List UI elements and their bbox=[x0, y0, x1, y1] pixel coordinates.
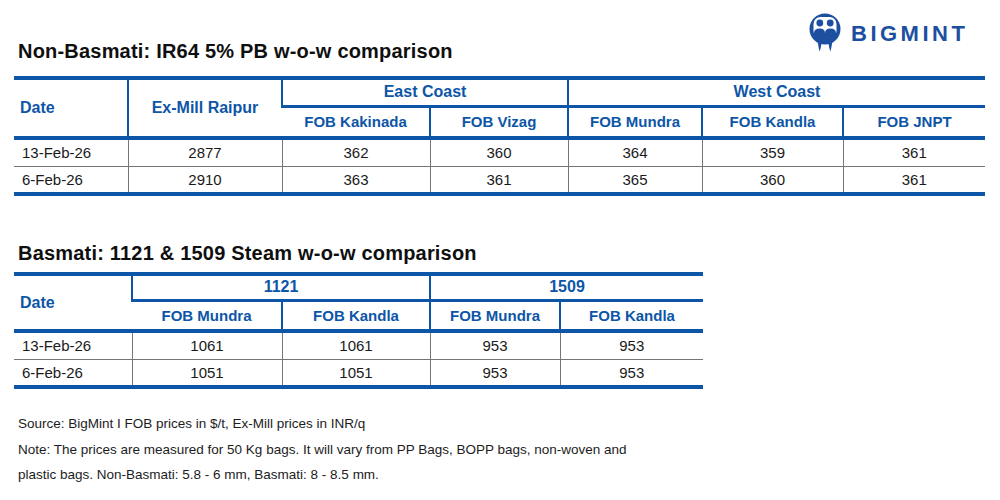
value-cell: 363 bbox=[282, 166, 430, 194]
table-row: 13-Feb-26 1061 1061 953 953 bbox=[14, 331, 703, 359]
date-cell: 6-Feb-26 bbox=[14, 359, 132, 387]
value-cell: 359 bbox=[702, 138, 843, 166]
value-cell: 1051 bbox=[282, 359, 430, 387]
bigmint-logo-icon bbox=[806, 10, 844, 58]
date-cell: 13-Feb-26 bbox=[14, 138, 128, 166]
value-cell: 953 bbox=[430, 359, 560, 387]
table2-group-1509: 1509 bbox=[430, 274, 703, 300]
value-cell: 2877 bbox=[128, 138, 282, 166]
value-cell: 361 bbox=[843, 138, 985, 166]
table1-header-fob-jnpt: FOB JNPT bbox=[843, 106, 985, 138]
table1-header-date: Date bbox=[14, 78, 128, 138]
value-cell: 361 bbox=[843, 166, 985, 194]
table2-title: Basmati: 1121 & 1509 Steam w-o-w compari… bbox=[18, 242, 477, 265]
table2-header-1509-fob-mundra: FOB Mundra bbox=[430, 300, 560, 331]
value-cell: 360 bbox=[702, 166, 843, 194]
value-cell: 361 bbox=[430, 166, 568, 194]
table2-header-1509-fob-kandla: FOB Kandla bbox=[560, 300, 703, 331]
date-cell: 13-Feb-26 bbox=[14, 331, 132, 359]
table1-group-east-coast: East Coast bbox=[282, 78, 568, 106]
source-line: Source: BigMint I FOB prices in $/t, Ex-… bbox=[18, 411, 627, 437]
table1-header-exmill: Ex-Mill Raipur bbox=[128, 78, 282, 138]
footer-notes: Source: BigMint I FOB prices in $/t, Ex-… bbox=[18, 411, 627, 488]
basmati-table: Date 1121 1509 FOB Mundra FOB Kandla FOB… bbox=[14, 272, 703, 389]
table2-group-header-row: Date 1121 1509 bbox=[14, 274, 703, 300]
table1-header-fob-vizag: FOB Vizag bbox=[430, 106, 568, 138]
note-line-1: Note: The prices are measured for 50 Kg … bbox=[18, 437, 627, 463]
table2-header-1121-fob-kandla: FOB Kandla bbox=[282, 300, 430, 331]
table1-header-fob-mundra: FOB Mundra bbox=[568, 106, 702, 138]
value-cell: 953 bbox=[430, 331, 560, 359]
value-cell: 953 bbox=[560, 331, 703, 359]
table2-header-date: Date bbox=[14, 274, 132, 331]
value-cell: 364 bbox=[568, 138, 702, 166]
date-cell: 6-Feb-26 bbox=[14, 166, 128, 194]
bigmint-logo: BIGMINT bbox=[806, 10, 968, 58]
note-line-2: plastic bags. Non-Basmati: 5.8 - 6 mm, B… bbox=[18, 462, 627, 488]
value-cell: 2910 bbox=[128, 166, 282, 194]
table-row: 6-Feb-26 2910 363 361 365 360 361 bbox=[14, 166, 985, 194]
table1-title: Non-Basmati: IR64 5% PB w-o-w comparison bbox=[18, 40, 453, 63]
value-cell: 365 bbox=[568, 166, 702, 194]
table1-header-fob-kandla: FOB Kandla bbox=[702, 106, 843, 138]
table2-header-1121-fob-mundra: FOB Mundra bbox=[132, 300, 282, 331]
value-cell: 362 bbox=[282, 138, 430, 166]
brand-name: BIGMINT bbox=[851, 12, 968, 56]
value-cell: 1051 bbox=[132, 359, 282, 387]
table1-group-header-row: Date Ex-Mill Raipur East Coast West Coas… bbox=[14, 78, 985, 106]
value-cell: 1061 bbox=[282, 331, 430, 359]
table-row: 13-Feb-26 2877 362 360 364 359 361 bbox=[14, 138, 985, 166]
value-cell: 953 bbox=[560, 359, 703, 387]
table1-group-west-coast: West Coast bbox=[568, 78, 985, 106]
price-report: BIGMINT Non-Basmati: IR64 5% PB w-o-w co… bbox=[0, 0, 1000, 500]
table1-header-fob-kakinada: FOB Kakinada bbox=[282, 106, 430, 138]
value-cell: 1061 bbox=[132, 331, 282, 359]
table-row: 6-Feb-26 1051 1051 953 953 bbox=[14, 359, 703, 387]
value-cell: 360 bbox=[430, 138, 568, 166]
non-basmati-table: Date Ex-Mill Raipur East Coast West Coas… bbox=[14, 76, 985, 196]
table2-group-1121: 1121 bbox=[132, 274, 430, 300]
